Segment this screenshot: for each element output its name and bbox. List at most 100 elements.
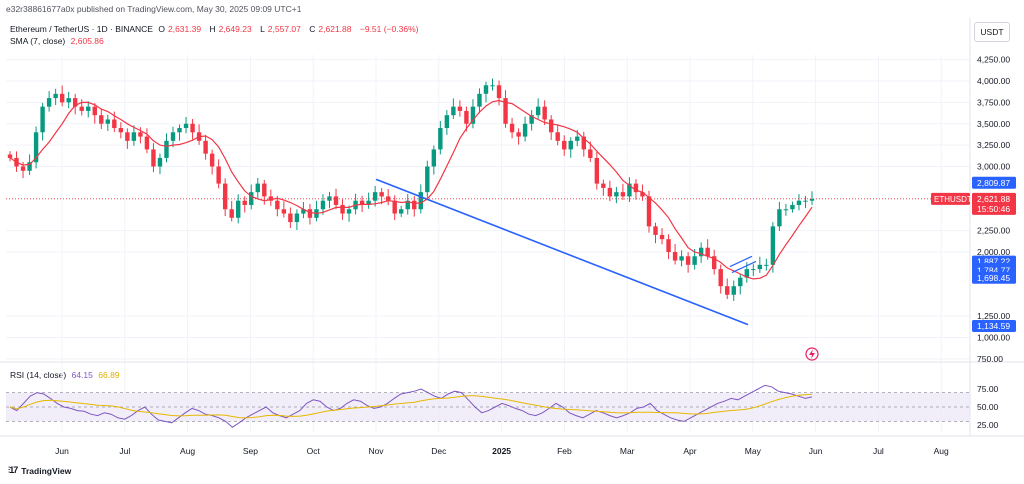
candle bbox=[399, 205, 404, 217]
candle-body bbox=[118, 128, 124, 133]
candle bbox=[294, 209, 300, 230]
rsi-value: 64.15 bbox=[71, 370, 93, 380]
candle bbox=[620, 183, 626, 201]
candle bbox=[236, 194, 241, 224]
candle-body bbox=[249, 192, 254, 205]
candle bbox=[496, 80, 502, 106]
sma-value: 2,605.86 bbox=[70, 36, 104, 46]
candle-body bbox=[92, 106, 97, 116]
channel-line-lower bbox=[731, 260, 757, 274]
candle bbox=[40, 102, 45, 141]
candle bbox=[164, 133, 169, 163]
time-axis-label: Jul bbox=[119, 446, 130, 456]
candle bbox=[372, 185, 378, 207]
pane-separators bbox=[0, 18, 1024, 437]
candle bbox=[131, 125, 137, 146]
candle bbox=[711, 249, 717, 275]
candle-body bbox=[796, 200, 802, 205]
time-axis-label: Aug bbox=[934, 446, 949, 456]
candle bbox=[412, 196, 417, 217]
ohlc-close: C 2,621.88 bbox=[309, 24, 352, 34]
candle-body bbox=[320, 200, 326, 210]
candle-body bbox=[275, 200, 280, 210]
candle bbox=[438, 121, 443, 155]
sma-label[interactable]: SMA (7, close) bbox=[10, 36, 66, 46]
candle bbox=[196, 124, 202, 145]
ohlc-open: O 2,631.39 bbox=[158, 24, 202, 34]
currency-button[interactable]: USDT bbox=[974, 22, 1010, 42]
candle-body bbox=[601, 183, 606, 188]
price-axis-label: 2,000.00 bbox=[977, 247, 1010, 257]
candle bbox=[301, 201, 306, 219]
candle bbox=[627, 177, 632, 202]
symbol-tag-bg bbox=[931, 192, 970, 205]
candle-body bbox=[372, 192, 378, 201]
rsi-ma-line bbox=[9, 393, 813, 419]
candle bbox=[314, 200, 319, 222]
candle-body bbox=[79, 106, 84, 111]
candle bbox=[190, 118, 195, 140]
candle-body bbox=[255, 183, 260, 193]
candle bbox=[725, 278, 730, 300]
candle-body bbox=[327, 196, 332, 201]
candle bbox=[92, 103, 97, 124]
price-tags: 2,809.871,887.221,800.901,784.771,698.45… bbox=[931, 176, 1016, 332]
candle bbox=[33, 126, 39, 169]
candle bbox=[405, 194, 410, 215]
rsi-label[interactable]: RSI (14, close) bbox=[10, 370, 67, 380]
level-tag: 1,698.45 bbox=[972, 271, 1016, 284]
candle-body bbox=[575, 136, 580, 141]
candle bbox=[548, 115, 554, 140]
candle-body bbox=[620, 192, 626, 197]
rsi-axis-label: 25.00 bbox=[977, 420, 999, 430]
candle bbox=[203, 134, 208, 160]
candle-body bbox=[646, 196, 652, 227]
candle bbox=[470, 99, 476, 129]
tradingview-brand[interactable]: ⫶17 TradingView bbox=[8, 465, 71, 476]
price-axis-label: 2,250.00 bbox=[977, 226, 1010, 236]
candle-body bbox=[679, 256, 684, 261]
candle-body bbox=[672, 252, 678, 261]
price-axis-label: 1,000.00 bbox=[977, 333, 1010, 343]
time-axis-label: Nov bbox=[368, 446, 384, 456]
candle bbox=[7, 151, 13, 162]
candle-body bbox=[627, 183, 632, 197]
candle bbox=[790, 201, 795, 213]
candle bbox=[183, 116, 189, 134]
candle-body bbox=[711, 256, 717, 270]
candle bbox=[275, 195, 280, 217]
candle bbox=[353, 193, 358, 215]
candle-body bbox=[725, 286, 730, 295]
candle bbox=[144, 128, 150, 154]
tradingview-logo-icon: ⫶17 bbox=[8, 465, 18, 475]
candle-body bbox=[399, 209, 404, 214]
candle-body bbox=[183, 123, 189, 129]
candle bbox=[535, 98, 541, 119]
candle-body bbox=[633, 183, 639, 193]
candle bbox=[594, 151, 600, 190]
candle-body bbox=[685, 256, 691, 265]
candle bbox=[568, 137, 573, 158]
candle bbox=[685, 252, 691, 273]
candle-body bbox=[27, 162, 32, 171]
candle bbox=[555, 124, 560, 146]
level-tag-label: 1,784.77 bbox=[977, 265, 1010, 275]
candle-body bbox=[568, 140, 573, 150]
publisher-line: e32r38861677a0x published on TradingView… bbox=[6, 4, 304, 14]
candle-body bbox=[144, 136, 150, 150]
brand-label: TradingView bbox=[21, 465, 72, 476]
candle bbox=[666, 234, 671, 260]
rsi-ma-value: 66.89 bbox=[98, 370, 120, 380]
candle bbox=[255, 177, 260, 199]
time-axis-label: May bbox=[745, 446, 762, 456]
candle-body bbox=[490, 85, 495, 87]
candle bbox=[601, 179, 606, 196]
symbol-title[interactable]: Ethereum / TetherUS · 1D · BINANCE bbox=[10, 24, 153, 34]
flash-icon[interactable] bbox=[805, 347, 819, 361]
candle-body bbox=[757, 264, 763, 270]
candle-body bbox=[751, 269, 756, 271]
time-axis-label: 2025 bbox=[492, 446, 511, 456]
candle-body bbox=[216, 166, 221, 184]
candle-body bbox=[588, 149, 593, 158]
